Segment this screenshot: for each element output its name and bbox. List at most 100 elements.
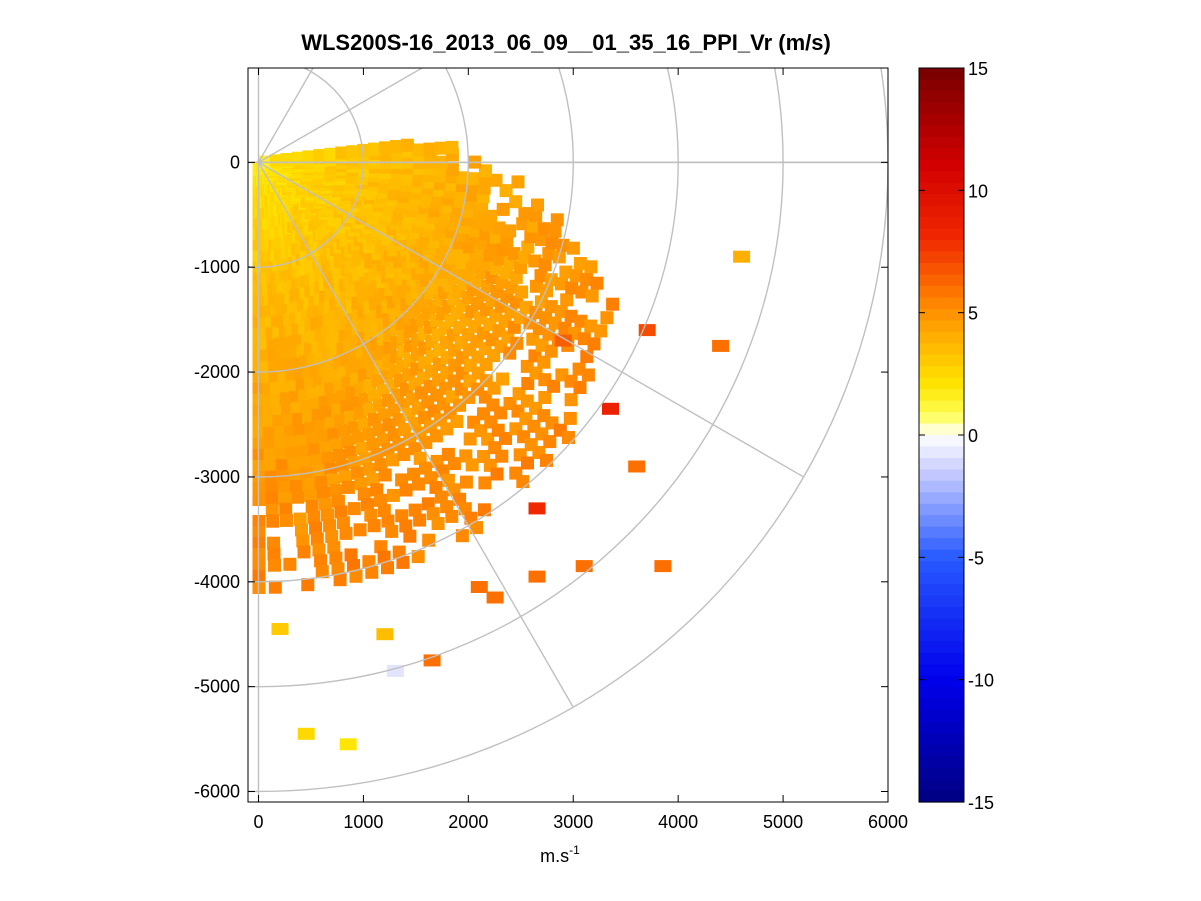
velocity-cell xyxy=(399,519,413,533)
velocity-cell xyxy=(470,521,484,535)
velocity-cell xyxy=(312,543,326,557)
velocity-cell xyxy=(387,428,401,442)
velocity-cell xyxy=(392,545,406,559)
polar-grid-spoke xyxy=(257,68,314,163)
velocity-cell xyxy=(334,505,348,519)
velocity-cell xyxy=(366,473,380,487)
colorbar-swatch xyxy=(919,687,964,700)
velocity-cell xyxy=(357,487,371,501)
velocity-cell xyxy=(324,417,338,431)
colorbar-swatch xyxy=(919,790,964,803)
colorbar-swatch xyxy=(919,377,964,390)
colorbar-swatch xyxy=(919,572,964,585)
velocity-cell xyxy=(341,480,355,494)
velocity-cell xyxy=(543,435,557,449)
velocity-cell xyxy=(455,529,469,543)
velocity-cell xyxy=(382,418,396,432)
velocity-cell xyxy=(274,448,288,462)
velocity-cell xyxy=(282,414,296,428)
velocity-cell xyxy=(347,559,360,573)
colorbar-tick-label: 15 xyxy=(968,59,988,79)
velocity-cell xyxy=(344,548,358,562)
velocity-cell xyxy=(280,513,293,527)
polar-grid-spoke xyxy=(258,161,805,478)
colorbar-swatch xyxy=(919,435,964,448)
velocity-cell xyxy=(339,470,352,484)
velocity-cell xyxy=(516,475,530,489)
velocity-cell xyxy=(528,254,542,268)
colorbar-swatch xyxy=(919,262,964,276)
velocity-cell xyxy=(316,430,330,444)
velocity-cell xyxy=(434,141,448,155)
velocity-cell xyxy=(333,449,347,462)
velocity-cell xyxy=(540,453,553,467)
velocity-cell xyxy=(361,498,374,512)
velocity-cell xyxy=(351,466,364,480)
velocity-cell xyxy=(315,565,329,579)
velocity-cell xyxy=(445,140,459,154)
velocity-cell xyxy=(521,377,535,390)
colorbar-swatch xyxy=(919,343,964,356)
x-tick-label: 4000 xyxy=(658,812,698,832)
velocity-cell xyxy=(590,276,604,290)
colorbar-swatch xyxy=(919,744,964,757)
velocity-cell xyxy=(426,507,440,521)
velocity-cell xyxy=(310,532,324,546)
velocity-cell xyxy=(275,459,289,472)
velocity-cell xyxy=(545,236,559,249)
velocity-cell xyxy=(585,289,599,303)
velocity-cell xyxy=(456,171,470,185)
y-axis-ticks: 0 -1000 -2000 -3000 -4000 -5000 -6000 xyxy=(194,152,888,802)
colorbar-swatch xyxy=(919,125,964,138)
velocity-cell xyxy=(344,445,358,459)
colorbar-ticks: 15 10 5 0 -5 -10 -15 xyxy=(919,59,994,813)
colorbar-swatch xyxy=(919,664,964,677)
velocity-cell xyxy=(374,540,388,554)
colorbar-tick-label: -5 xyxy=(968,548,984,568)
velocity-cell xyxy=(534,269,548,283)
velocity-cell xyxy=(357,143,371,157)
velocity-cell xyxy=(293,512,307,526)
velocity-cell xyxy=(267,536,281,550)
velocity-cell xyxy=(459,475,473,489)
colorbar-swatch xyxy=(919,526,964,539)
velocity-cell xyxy=(412,143,426,157)
velocity-cell xyxy=(531,198,544,212)
colorbar-swatch xyxy=(919,423,964,436)
velocity-cell xyxy=(327,540,341,554)
velocity-cell xyxy=(563,411,577,425)
velocity-cell xyxy=(358,417,371,431)
velocity-cell xyxy=(408,503,422,517)
velocity-cell xyxy=(505,280,519,294)
colorbar-swatch xyxy=(919,641,964,654)
colorbar-swatch xyxy=(919,756,964,769)
velocity-cell xyxy=(295,523,308,537)
velocity-cell xyxy=(712,339,730,352)
velocity-cell xyxy=(564,309,578,323)
velocity-cell xyxy=(467,172,481,186)
velocity-cell xyxy=(305,499,319,513)
velocity-cell xyxy=(390,140,403,153)
velocity-cell xyxy=(550,213,564,227)
colorbar-swatch xyxy=(919,607,964,620)
y-tick-label: -2000 xyxy=(194,362,240,382)
velocity-cell xyxy=(386,488,400,502)
velocity-cell xyxy=(479,164,492,178)
velocity-cell xyxy=(547,379,561,393)
colorbar-swatch xyxy=(919,446,964,459)
velocity-cell xyxy=(521,456,534,470)
velocity-cell xyxy=(296,534,310,548)
colorbar-swatch xyxy=(919,366,964,379)
colorbar xyxy=(919,68,964,803)
velocity-cell xyxy=(331,494,345,508)
x-axis-label-base: m.s xyxy=(540,846,569,866)
colorbar-swatch xyxy=(919,113,964,126)
colorbar-tick-label: -10 xyxy=(968,671,994,691)
velocity-cell xyxy=(544,300,558,314)
velocity-cell xyxy=(537,222,551,236)
colorbar-swatch xyxy=(919,503,964,516)
y-tick-label: -4000 xyxy=(194,572,240,592)
velocity-cell xyxy=(283,557,297,571)
velocity-cell xyxy=(372,423,386,437)
